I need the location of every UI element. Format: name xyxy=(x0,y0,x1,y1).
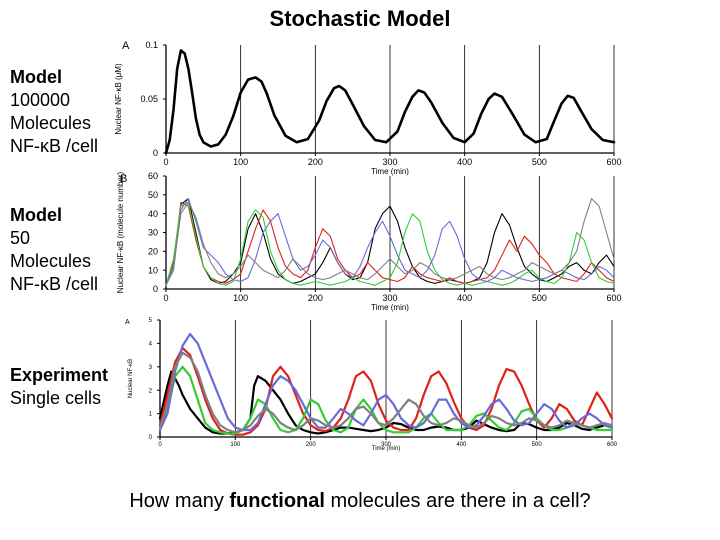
x-tick-label: 100 xyxy=(230,442,241,448)
x-tick-label: 400 xyxy=(456,442,467,448)
page-title: Stochastic Model xyxy=(269,6,451,31)
series-line-cell-4 xyxy=(158,332,614,432)
y-tick-label: 50 xyxy=(148,190,158,200)
y-axis-label: Nuclear NF-κB (molecule number) xyxy=(116,171,125,293)
panel-letter: A xyxy=(122,40,130,52)
row-label-experiment: Experiment Single cells xyxy=(10,364,108,410)
series-line-cell-3 xyxy=(158,365,614,435)
y-tick-label: 0 xyxy=(153,284,158,294)
x-tick-label: 200 xyxy=(306,442,317,448)
series-line-cell-5 xyxy=(165,198,615,286)
x-tick-label: 600 xyxy=(606,293,621,303)
x-tick-label: 300 xyxy=(382,293,397,303)
series-line-deterministic xyxy=(164,49,616,155)
x-tick-label: 400 xyxy=(457,157,472,167)
x-tick-label: 0 xyxy=(163,157,168,167)
row-label-line: Model xyxy=(10,205,62,225)
x-tick-label: 200 xyxy=(308,157,323,167)
y-tick-label: 10 xyxy=(148,265,158,275)
y-tick-label: 0 xyxy=(149,435,153,441)
x-tick-label: 0 xyxy=(158,442,162,448)
row-label-line: NF-κB /cell xyxy=(10,274,99,294)
x-axis-label: Time (min) xyxy=(371,303,409,312)
y-tick-label: 0.05 xyxy=(140,94,158,104)
row-label-model-100000: Model 100000 Molecules NF-κB /cell xyxy=(10,66,98,158)
x-tick-label: 600 xyxy=(606,157,621,167)
panel-letter: A xyxy=(125,319,130,326)
row-label-line: Molecules xyxy=(10,113,92,133)
x-tick-label: 500 xyxy=(532,157,547,167)
y-axis-label: Nuclear NF-κB (μM) xyxy=(114,63,123,135)
question-text: How many functional molecules are there … xyxy=(0,490,720,513)
x-tick-label: 600 xyxy=(607,442,618,448)
y-tick-label: 20 xyxy=(148,246,158,256)
x-tick-label: 400 xyxy=(457,293,472,303)
series-line-cell-2 xyxy=(165,201,615,286)
y-tick-label: 1 xyxy=(149,412,153,418)
series-line-cell-5 xyxy=(158,351,614,434)
question-emphasis: functional xyxy=(229,490,325,512)
y-tick-label: 3 xyxy=(149,365,153,371)
y-axis-label: Nuclear NF-κB xyxy=(128,359,134,398)
y-tick-label: 30 xyxy=(148,228,158,238)
question-after: molecules are there in a cell? xyxy=(324,490,591,512)
row-label-line: Single cells xyxy=(10,388,102,408)
row-label-line: NF-κB /cell xyxy=(10,136,99,156)
x-axis-label: Time (min) xyxy=(371,167,409,176)
x-tick-label: 500 xyxy=(532,442,543,448)
x-axis-label: Time (min) xyxy=(372,446,400,452)
x-tick-label: 0 xyxy=(163,293,168,303)
x-tick-label: 200 xyxy=(308,293,323,303)
y-tick-label: 5 xyxy=(149,318,153,324)
row-label-line: 100000 xyxy=(10,90,71,110)
y-tick-label: 0.1 xyxy=(145,40,158,50)
panel-letter: B xyxy=(120,173,127,185)
row-label-line: Molecules xyxy=(10,251,92,271)
row-label-model-50: Model 50 Molecules NF-κB /cell xyxy=(10,204,98,296)
y-tick-label: 40 xyxy=(148,209,158,219)
y-tick-label: 2 xyxy=(149,388,153,394)
row-label-line: Model xyxy=(10,67,62,87)
x-tick-label: 300 xyxy=(382,157,397,167)
x-tick-label: 100 xyxy=(233,157,248,167)
y-tick-label: 0 xyxy=(153,148,158,158)
question-before: How many xyxy=(129,490,230,512)
series-line-cell-4 xyxy=(165,198,615,286)
row-label-line: Experiment xyxy=(10,365,109,385)
y-tick-label: 60 xyxy=(148,171,158,181)
row-label-line: 50 xyxy=(10,228,31,248)
x-tick-label: 100 xyxy=(233,293,248,303)
x-tick-label: 300 xyxy=(381,442,392,448)
y-tick-label: 4 xyxy=(149,342,153,348)
series-line-cell-3 xyxy=(165,201,615,286)
x-tick-label: 500 xyxy=(532,293,547,303)
